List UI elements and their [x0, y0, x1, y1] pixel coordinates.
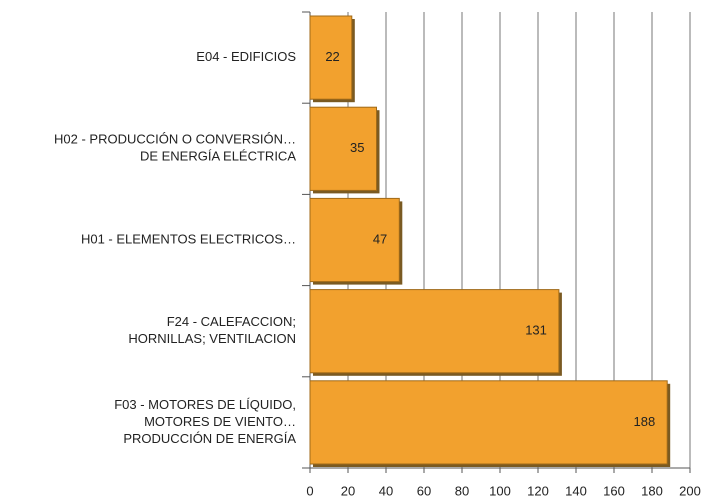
- value-label: 131: [525, 323, 547, 338]
- y-tick-label: F03 - MOTORES DE LÍQUIDO,: [114, 397, 296, 412]
- value-label: 35: [350, 140, 364, 155]
- x-tick-label: 180: [641, 483, 663, 498]
- y-tick-label: H01 - ELEMENTOS ELECTRICOS…: [81, 231, 296, 246]
- x-tick-label: 160: [603, 483, 625, 498]
- y-tick-label: PRODUCCIÓN DE ENERGÍA: [123, 431, 296, 446]
- y-tick-label: HORNILLAS; VENTILACION: [128, 331, 296, 346]
- bar: [309, 289, 560, 374]
- x-tick-label: 140: [565, 483, 587, 498]
- x-tick-label: 40: [379, 483, 393, 498]
- value-label: 188: [633, 414, 655, 429]
- x-tick-label: 120: [527, 483, 549, 498]
- bar: [309, 197, 400, 283]
- y-tick-label: H02 - PRODUCCIÓN O CONVERSIÓN…: [54, 132, 296, 147]
- y-tick-label: MOTORES DE VIENTO…: [144, 414, 296, 429]
- bar: [309, 106, 377, 191]
- x-tick-label: 60: [417, 483, 431, 498]
- y-tick-label: E04 - EDIFICIOS: [196, 49, 296, 64]
- x-tick-label: 200: [679, 483, 701, 498]
- y-tick-label: F24 - CALEFACCION;: [167, 314, 296, 329]
- value-label: 47: [373, 231, 387, 246]
- bar: [309, 15, 353, 100]
- value-label: 22: [325, 49, 339, 64]
- x-tick-label: 0: [306, 483, 313, 498]
- y-tick-label: DE ENERGÍA ELÉCTRICA: [140, 149, 296, 164]
- bar: [309, 380, 668, 465]
- x-tick-label: 80: [455, 483, 469, 498]
- x-tick-label: 100: [489, 483, 511, 498]
- x-tick-label: 20: [341, 483, 355, 498]
